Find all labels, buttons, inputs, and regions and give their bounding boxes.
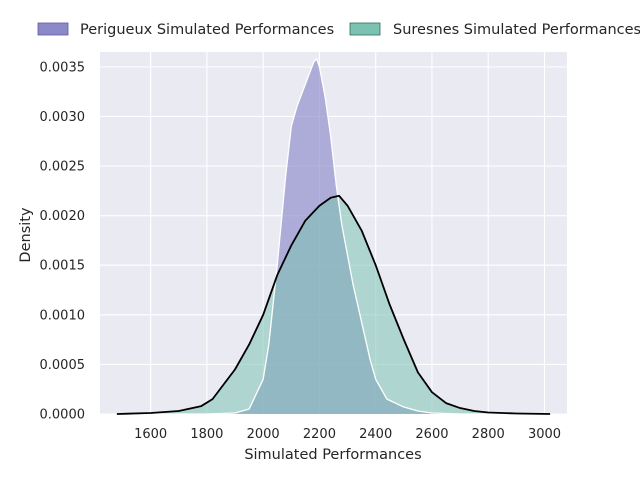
x-tick-label: 2200: [303, 427, 336, 442]
y-tick-label: 0.0015: [40, 259, 86, 274]
x-tick-label: 1800: [190, 427, 223, 442]
x-tick-label: 2600: [415, 427, 448, 442]
y-tick-label: 0.0025: [40, 160, 86, 175]
suresnes-density-line: [116, 194, 551, 415]
suresnes-density-area: [116, 195, 551, 414]
density-areas: [116, 58, 551, 415]
x-axis-ticks: 1600 1800 2000 2200 2400 2600 2800 3000: [134, 427, 561, 442]
x-axis-label: Simulated Performances: [244, 447, 421, 463]
legend-label-perigueux: Perigueux Simulated Performances: [80, 22, 334, 38]
legend: Perigueux Simulated Performances Suresne…: [37, 22, 640, 38]
x-tick-label: 2000: [247, 427, 280, 442]
y-tick-label: 0.0030: [40, 110, 86, 125]
y-axis-ticks: 0.0000 0.0005 0.0010 0.0015 0.0020 0.0025 0.00…: [40, 60, 86, 422]
y-tick-label: 0.0000: [40, 408, 86, 423]
y-tick-label: 0.0010: [40, 308, 86, 323]
y-axis-label: Density: [18, 207, 34, 263]
x-tick-label: 2800: [472, 427, 505, 442]
x-tick-label: 2400: [359, 427, 392, 442]
legend-swatch-suresnes: [349, 22, 381, 36]
legend-label-suresnes: Suresnes Simulated Performances: [393, 22, 640, 38]
y-tick-label: 0.0005: [40, 358, 86, 373]
y-tick-label: 0.0020: [40, 209, 86, 224]
x-tick-label: 3000: [528, 427, 561, 442]
perigueux-density-line: [116, 58, 551, 415]
legend-swatch-perigueux: [37, 22, 69, 36]
x-tick-label: 1600: [134, 427, 167, 442]
y-tick-label: 0.0035: [40, 60, 86, 75]
